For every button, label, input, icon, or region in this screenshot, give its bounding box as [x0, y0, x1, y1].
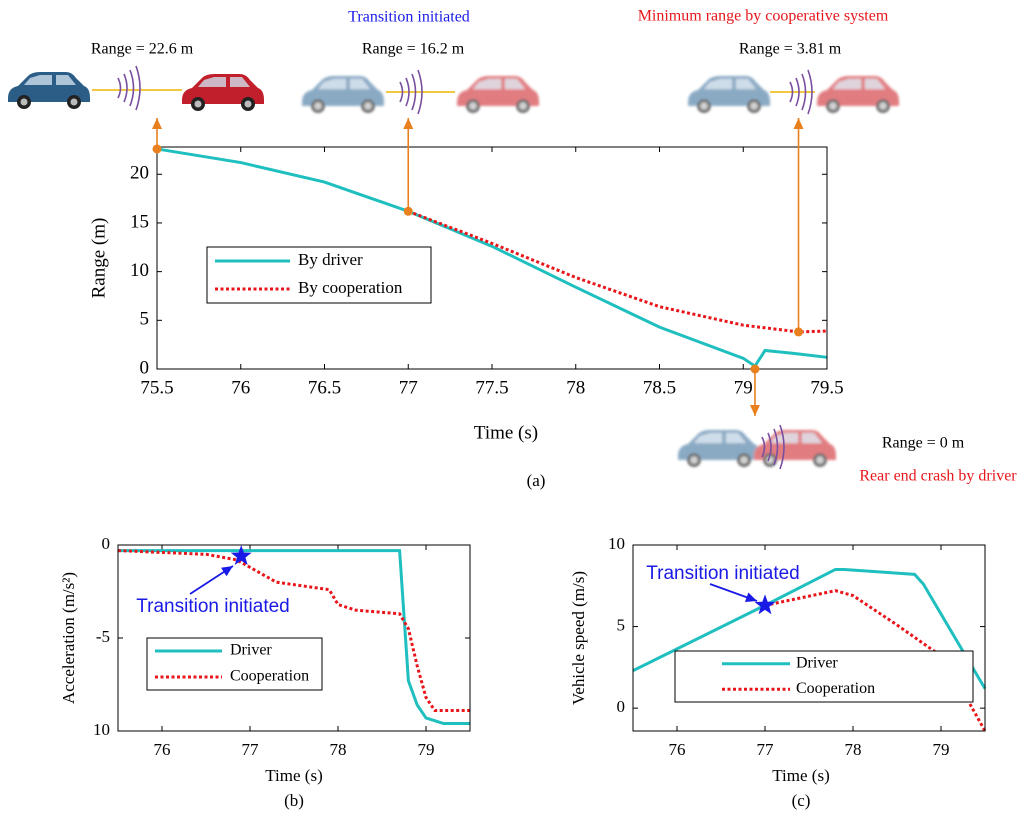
arrow-head [152, 118, 162, 129]
x-tick-label: 78.5 [643, 377, 676, 398]
transition-star [230, 545, 252, 566]
annotation-point [152, 144, 162, 154]
y-tick-label: 5 [140, 309, 150, 330]
y-tick-label: 10 [93, 720, 110, 739]
legend-label: Cooperation [230, 668, 309, 685]
y-tick-label: 15 [130, 211, 149, 232]
series-line [407, 209, 828, 334]
x-tick-label: 78 [566, 377, 585, 398]
annotation: Range = 0 m [882, 435, 965, 452]
x-tick-label: 77.5 [475, 377, 508, 398]
x-tick-label: 77 [399, 377, 418, 398]
x-tick-label: 79 [734, 377, 753, 398]
y-tick-label: -5 [96, 627, 110, 646]
x-axis-label: Time (s) [474, 422, 538, 443]
annotation: Range = 3.81 m [739, 41, 842, 58]
x-tick-label: 79.5 [810, 377, 843, 398]
y-tick-label: 20 [130, 163, 149, 184]
x-axis-label: Time (s) [772, 766, 829, 785]
caption: (b) [284, 791, 304, 810]
series-line [156, 147, 828, 369]
annotation: Transition initiated [348, 9, 470, 26]
transition-star [754, 594, 776, 615]
star-label: Transition initiated [646, 563, 799, 584]
legend-box [146, 637, 323, 691]
annotation-point [794, 327, 804, 337]
plot-frame [632, 544, 986, 732]
y-tick-label: 0 [140, 357, 150, 378]
arrow-head [221, 566, 233, 577]
legend-box [206, 246, 432, 304]
y-axis-label: Range (m) [88, 218, 109, 299]
legend-label: Cooperation [796, 680, 875, 697]
x-tick-label: 76 [154, 740, 171, 759]
legend-label: Driver [230, 642, 272, 659]
annotation-point [750, 364, 760, 374]
star-label: Transition initiated [136, 596, 289, 617]
annotation-point [403, 206, 413, 216]
annotation: Minimum range by cooperative system [638, 8, 889, 25]
y-axis-label: Acceleration (m/s²) [59, 572, 78, 704]
x-tick-label: 76 [231, 377, 250, 398]
series-line [118, 549, 470, 726]
x-tick-label: 79 [418, 740, 435, 759]
x-axis-label: Time (s) [265, 766, 322, 785]
legend-label: By cooperation [298, 278, 403, 297]
legend-box [674, 650, 974, 703]
y-tick-label: 0 [617, 697, 626, 716]
arrow-head [749, 405, 760, 416]
y-tick-label: 10 [130, 260, 149, 281]
y-tick-label: 5 [617, 615, 626, 634]
x-tick-label: 78 [330, 740, 347, 759]
caption: (c) [792, 791, 811, 810]
x-tick-label: 79 [933, 740, 950, 759]
y-tick-label: 0 [102, 534, 111, 553]
arrow-head [744, 592, 757, 602]
plot-frame [156, 146, 828, 370]
legend-label: Driver [796, 654, 838, 671]
x-tick-label: 77 [242, 740, 260, 759]
plot-frame [117, 544, 471, 732]
annotation: Rear end crash by driver [859, 468, 1017, 485]
caption: (a) [527, 471, 546, 490]
annotation: Range = 16.2 m [362, 41, 465, 58]
x-tick-label: 78 [845, 740, 862, 759]
y-axis-label: Vehicle speed (m/s) [569, 571, 588, 705]
arrow-head [403, 118, 414, 129]
x-tick-label: 76.5 [308, 377, 341, 398]
y-tick-label: 10 [608, 534, 625, 553]
x-tick-label: 75.5 [140, 377, 173, 398]
x-tick-label: 77 [757, 740, 775, 759]
x-tick-label: 76 [669, 740, 686, 759]
arrow-head [793, 118, 804, 129]
legend-label: By driver [298, 250, 363, 269]
series-line [764, 589, 987, 732]
car-illustrations [8, 65, 899, 470]
annotation: Range = 22.6 m [91, 41, 194, 58]
